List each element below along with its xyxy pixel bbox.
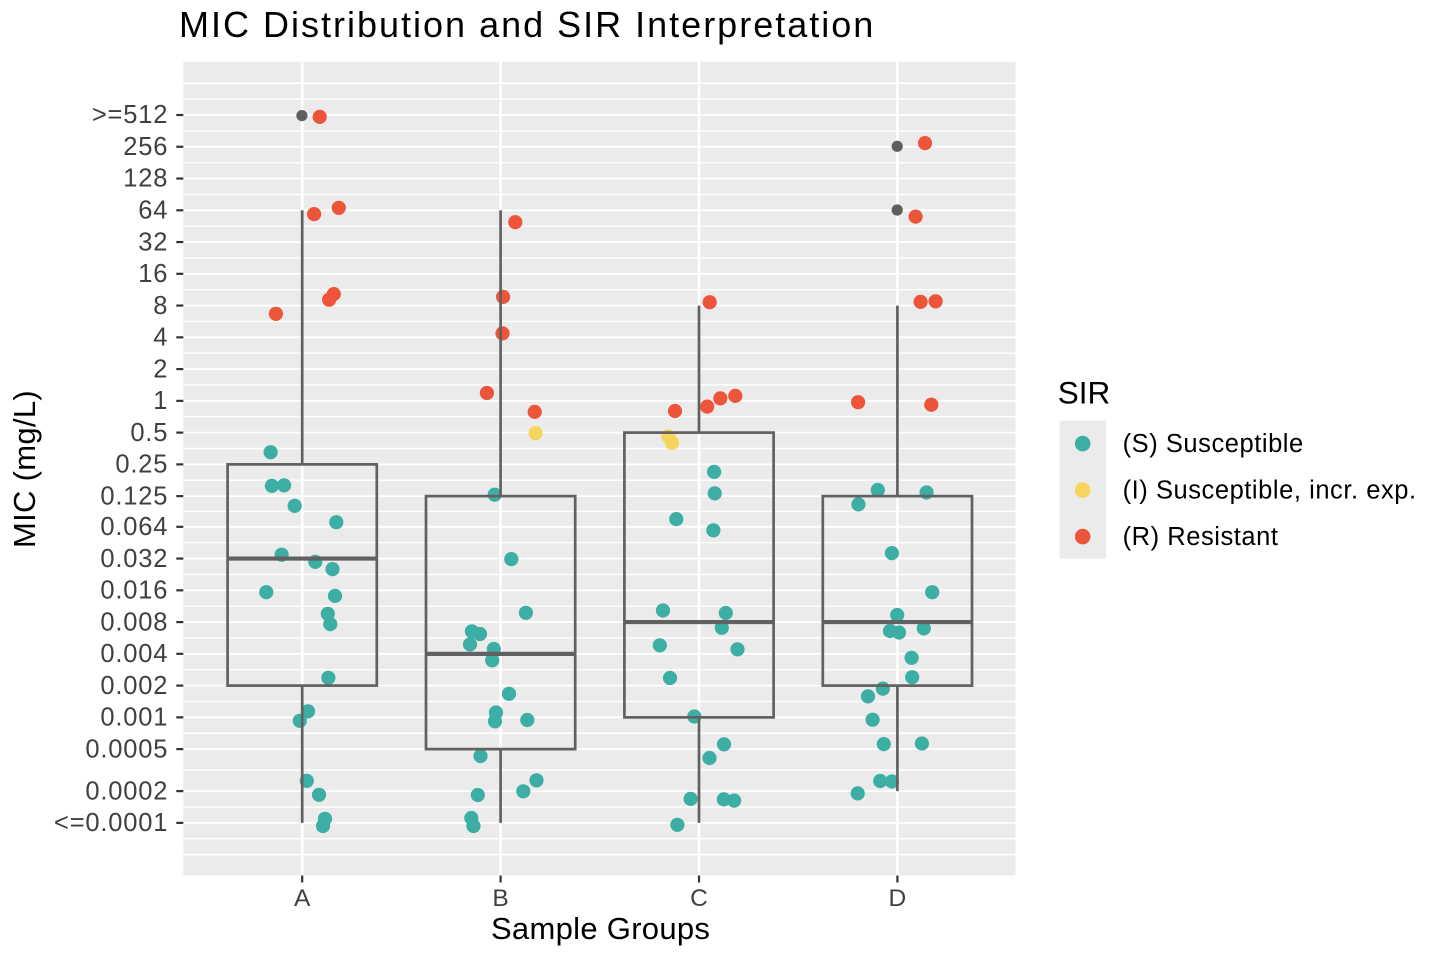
svg-text:0.016: 0.016 xyxy=(100,577,168,605)
svg-text:0.002: 0.002 xyxy=(100,672,168,700)
svg-text:8: 8 xyxy=(153,292,168,320)
svg-text:32: 32 xyxy=(138,228,168,256)
svg-text:0.125: 0.125 xyxy=(100,482,168,510)
svg-text:B: B xyxy=(492,885,508,912)
svg-text:(S) Susceptible: (S) Susceptible xyxy=(1123,430,1304,458)
svg-text:(I) Susceptible, incr. exp.: (I) Susceptible, incr. exp. xyxy=(1123,477,1417,505)
svg-text:0.5: 0.5 xyxy=(130,419,168,447)
svg-text:0.0002: 0.0002 xyxy=(85,777,168,805)
svg-text:1: 1 xyxy=(153,387,168,415)
svg-text:MIC (mg/L): MIC (mg/L) xyxy=(7,390,42,548)
svg-text:MIC Distribution and SIR Inter: MIC Distribution and SIR Interpretation xyxy=(179,4,875,45)
svg-text:2: 2 xyxy=(153,355,168,383)
svg-text:64: 64 xyxy=(138,196,168,224)
svg-text:128: 128 xyxy=(123,165,168,193)
svg-text:(R) Resistant: (R) Resistant xyxy=(1123,523,1279,551)
svg-text:0.032: 0.032 xyxy=(100,545,168,573)
svg-text:0.0005: 0.0005 xyxy=(85,735,168,763)
svg-text:Sample Groups: Sample Groups xyxy=(491,911,710,946)
svg-text:<=0.0001: <=0.0001 xyxy=(54,809,168,837)
svg-text:0.064: 0.064 xyxy=(100,513,168,541)
svg-text:0.001: 0.001 xyxy=(100,704,168,732)
svg-text:A: A xyxy=(294,885,311,912)
svg-text:0.004: 0.004 xyxy=(100,640,168,668)
svg-text:0.008: 0.008 xyxy=(100,608,168,636)
svg-text:256: 256 xyxy=(123,133,168,161)
svg-text:C: C xyxy=(690,885,708,912)
svg-text:4: 4 xyxy=(153,324,168,352)
svg-text:>=512: >=512 xyxy=(92,101,168,129)
svg-text:0.25: 0.25 xyxy=(115,451,168,479)
svg-text:SIR: SIR xyxy=(1058,374,1111,410)
svg-text:16: 16 xyxy=(138,260,168,288)
svg-text:D: D xyxy=(889,885,907,912)
